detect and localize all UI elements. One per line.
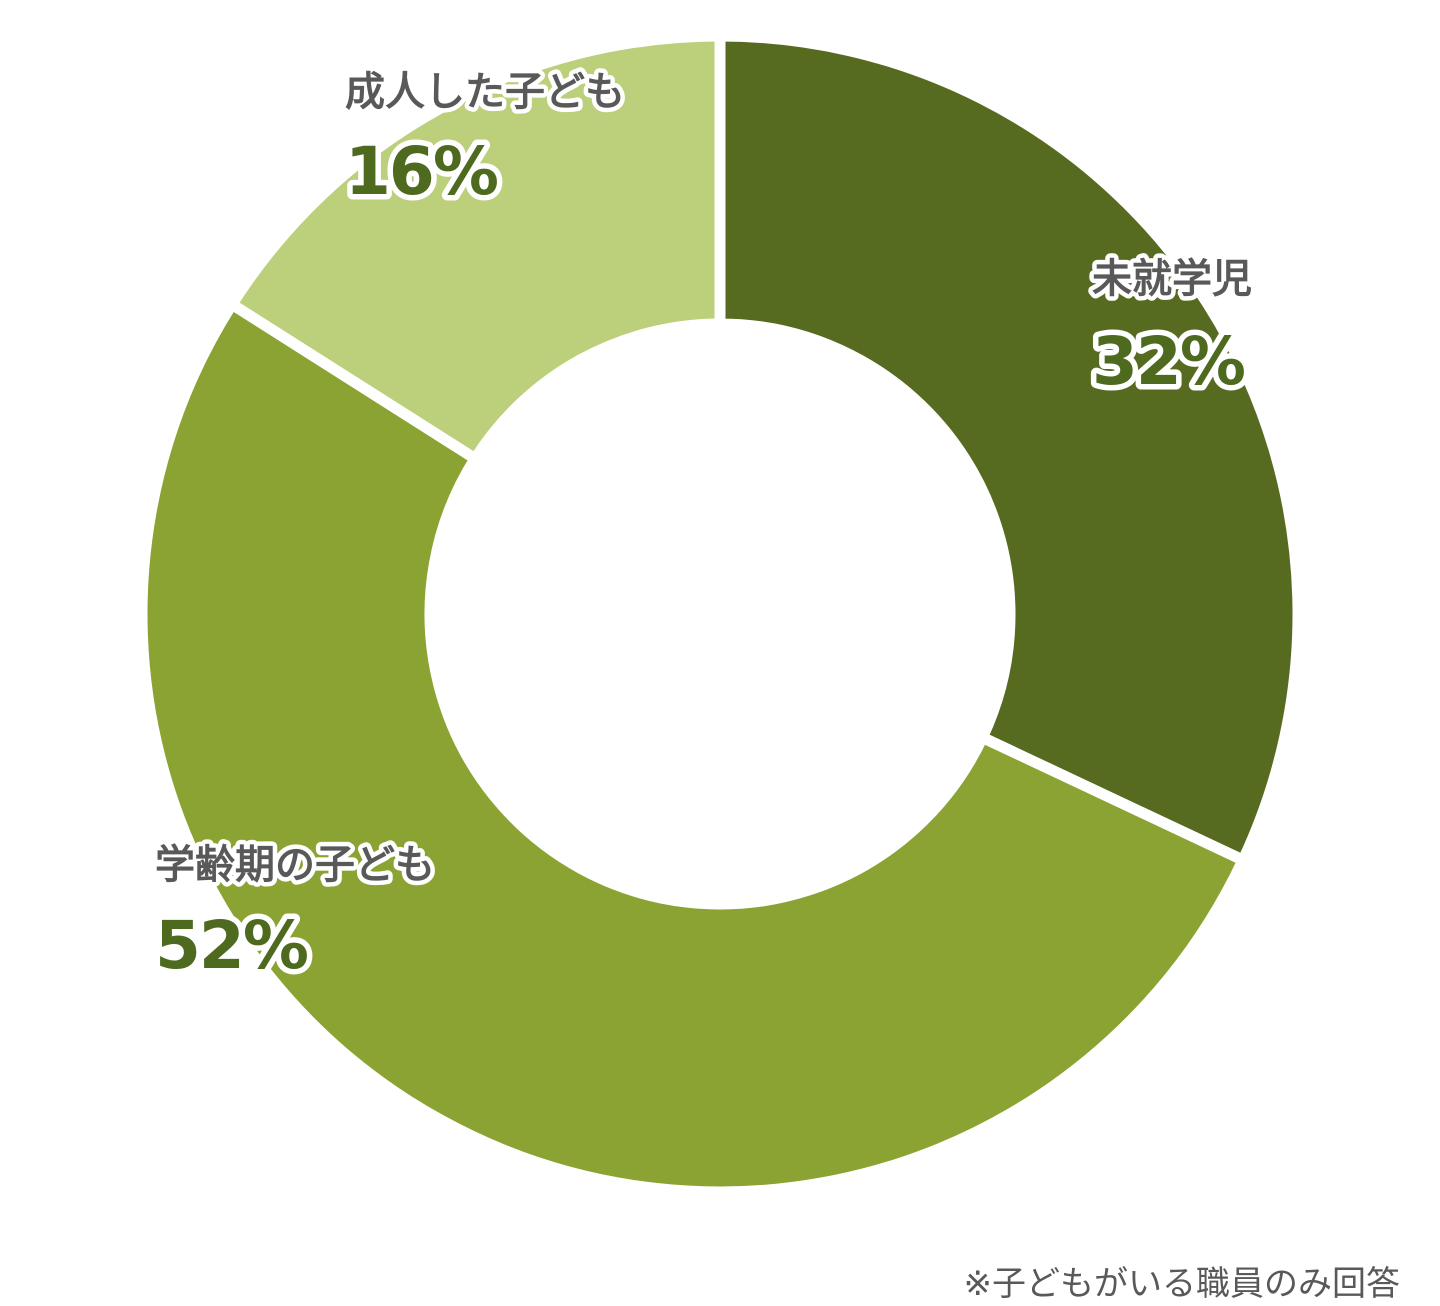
slice-label-1: 未就学児: [1092, 256, 1252, 302]
slice-1: [714, 30, 1304, 868]
slice-3: [224, 30, 726, 467]
chart-slices: [136, 30, 1304, 1198]
slice-label-2: 学齢期の子ども: [155, 842, 435, 888]
slice-label-3: 成人した子ども: [345, 69, 625, 115]
chart-labels: 未就学児 32% 学齢期の子ども 52% 成人した子ども 16%: [150, 65, 1257, 990]
slice-value-1: 32%: [1092, 323, 1245, 400]
slice-value-3: 16%: [345, 133, 498, 210]
slice-value-2: 52%: [155, 907, 308, 984]
footnote: ※子どもがいる職員のみ回答: [963, 1264, 1401, 1304]
slice-2: [136, 296, 1251, 1198]
